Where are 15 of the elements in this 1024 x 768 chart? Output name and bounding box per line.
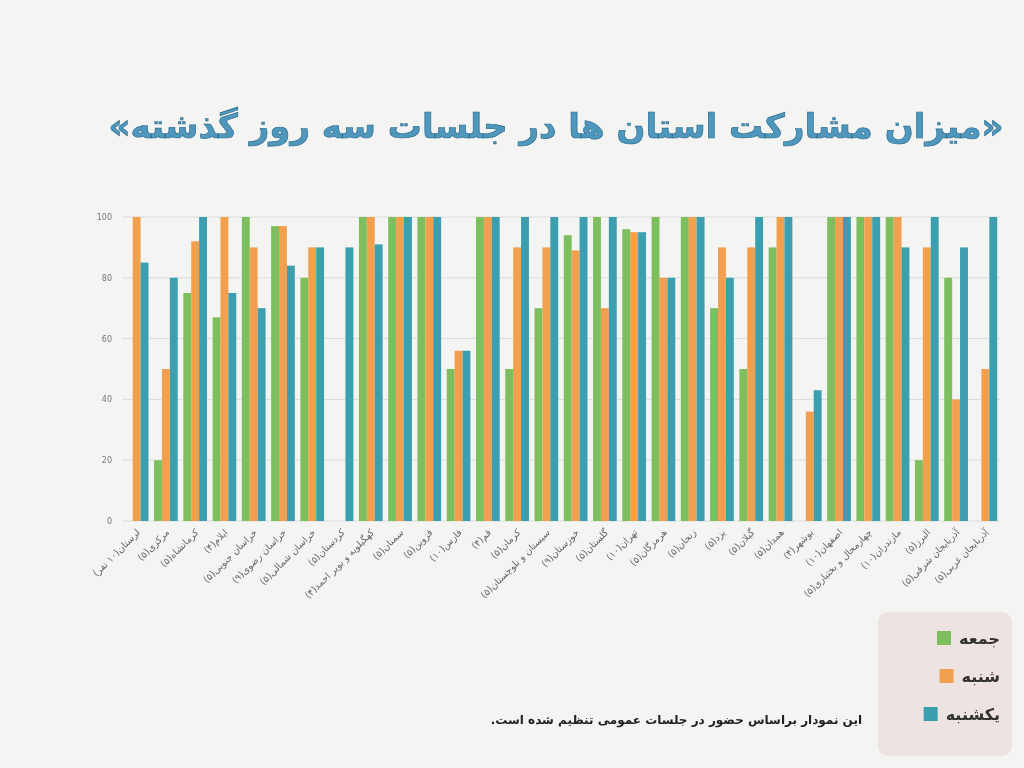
legend-label: جمعه <box>959 629 1000 648</box>
note: این نمودار براساس حضور در جلسات عمومی تنظیم شده است. <box>490 713 862 727</box>
x-tick-label: ایلام(۴) <box>201 526 230 556</box>
x-tick-label: قم(۴) <box>468 526 494 552</box>
y-tick-label: 100 <box>96 213 112 222</box>
title: «میزان مشارکت استان ها در جلسات سه روز گذشته» <box>108 106 1004 146</box>
x-tick-label: یزد(۵) <box>702 526 728 552</box>
y-tick-label: 20 <box>101 456 112 466</box>
y-tick-label: 40 <box>101 395 112 405</box>
y-tick-label: 80 <box>101 273 112 283</box>
y-tick-label: 0 <box>106 517 112 526</box>
legend-label: شنبه <box>961 667 1000 686</box>
legend-label: یکشنبه <box>945 705 1000 724</box>
x-tick-label: البرز(۵) <box>902 526 933 557</box>
y-tick-label: 60 <box>101 334 112 344</box>
